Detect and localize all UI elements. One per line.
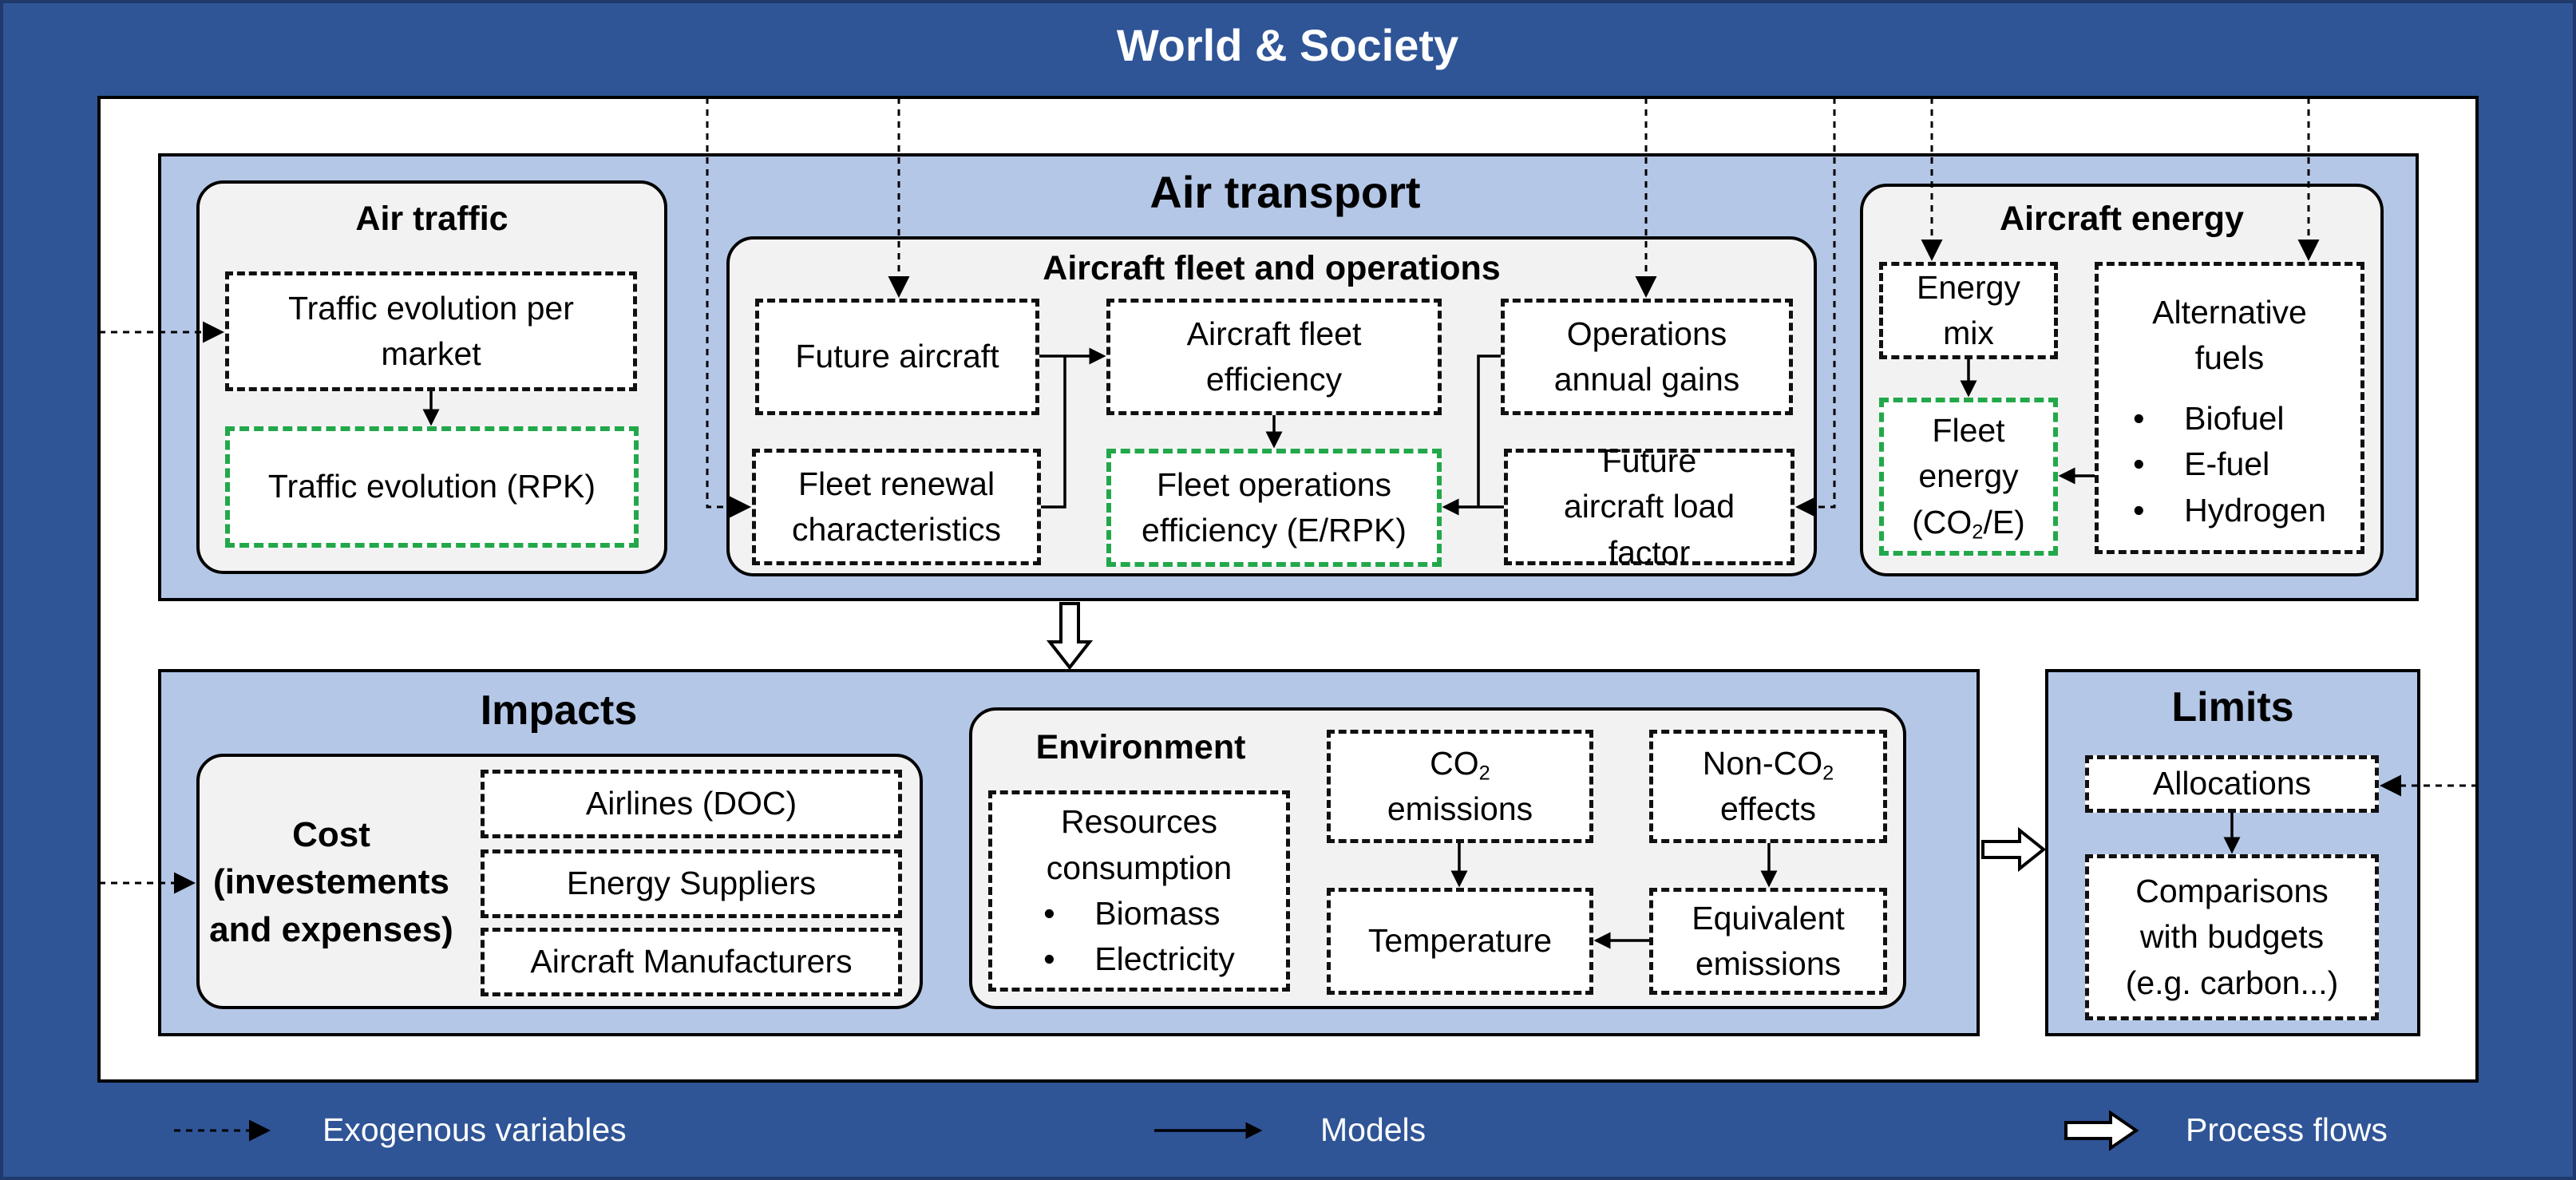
impacts-title: Impacts bbox=[480, 687, 638, 734]
aircraft-fleet-efficiency-box: Aircraft fleet efficiency bbox=[1106, 299, 1442, 415]
temperature-box: Temperature bbox=[1327, 888, 1593, 995]
comparisons-box: Comparisons with budgets (e.g. carbon...… bbox=[2085, 854, 2379, 1020]
traffic-evolution-rpk-label: Traffic evolution (RPK) bbox=[267, 468, 596, 505]
traffic-evolution-rpk-box: Traffic evolution (RPK) bbox=[225, 426, 639, 548]
air-transport-title: Air transport bbox=[1150, 167, 1421, 217]
aircraft-fleet-title: Aircraft fleet and operations bbox=[1043, 249, 1501, 287]
comparisons-label: Comparisons with budgets (e.g. carbon...… bbox=[2125, 872, 2339, 1001]
aircraft-manufacturers-label: Aircraft Manufacturers bbox=[530, 943, 853, 980]
fleet-energy-label-line2: energy bbox=[1918, 457, 2019, 495]
equivalent-emissions-label: Equivalent emissions bbox=[1692, 899, 1845, 982]
airlines-doc-box: Airlines (DOC) bbox=[481, 770, 902, 838]
process-arrow-down bbox=[1046, 602, 1094, 671]
traffic-evolution-per-market-label: Traffic evolution per market bbox=[288, 289, 574, 372]
fleet-renewal-label: Fleet renewal characteristics bbox=[791, 465, 1001, 548]
future-load-factor-box: Future aircraft load factor bbox=[1504, 442, 1794, 571]
energy-mix-box: Energy mix bbox=[1879, 262, 2058, 359]
co2-emissions-label: emissions bbox=[1387, 790, 1533, 827]
model-arrow-fleet-join bbox=[1039, 356, 1103, 509]
operations-annual-gains-label: Operations annual gains bbox=[1553, 315, 1740, 398]
world-society-title: World & Society bbox=[1116, 20, 1459, 70]
aircraft-fleet-efficiency-label: Aircraft fleet efficiency bbox=[1186, 315, 1362, 398]
fleet-operations-efficiency-box: Fleet operations efficiency (E/RPK) bbox=[1106, 449, 1442, 567]
resources-consumption-label: Resources consumption bbox=[1046, 803, 1233, 886]
resources-consumption-box: Resources consumption Biomass Electricit… bbox=[988, 790, 1290, 992]
fleet-renewal-box: Fleet renewal characteristics bbox=[752, 449, 1041, 565]
alternative-fuels-box: Alternative fuels Biofuel E-fuel Hydroge… bbox=[2095, 262, 2364, 554]
fleet-operations-efficiency-label: Fleet operations efficiency (E/RPK) bbox=[1142, 465, 1407, 548]
exo-arrow-load-factor bbox=[1795, 97, 1836, 518]
fuel-item: Hydrogen bbox=[2133, 488, 2326, 533]
fuel-item: E-fuel bbox=[2133, 442, 2326, 487]
legend-process-label: Process flows bbox=[2186, 1111, 2388, 1148]
allocations-label: Allocations bbox=[2152, 765, 2312, 802]
traffic-evolution-per-market-box: Traffic evolution per market bbox=[225, 271, 637, 391]
future-aircraft-box: Future aircraft bbox=[755, 299, 1039, 415]
resources-list: Biomass Electricity bbox=[1043, 891, 1234, 983]
air-traffic-title: Air traffic bbox=[355, 200, 508, 238]
model-arrow-ops-join bbox=[1445, 354, 1504, 507]
future-load-factor-label: Future aircraft load factor bbox=[1563, 442, 1735, 571]
process-arrow-right bbox=[1981, 826, 2047, 873]
resource-item: Electricity bbox=[1043, 936, 1234, 982]
equivalent-emissions-box: Equivalent emissions bbox=[1649, 888, 1887, 995]
legend-models-label: Models bbox=[1320, 1111, 1426, 1148]
fuel-item: Biofuel bbox=[2133, 396, 2326, 442]
fleet-energy-label-line1: Fleet bbox=[1932, 411, 2005, 449]
environment-title: Environment bbox=[1035, 728, 1246, 766]
energy-suppliers-label: Energy Suppliers bbox=[566, 865, 817, 902]
alternative-fuels-list: Biofuel E-fuel Hydrogen bbox=[2133, 396, 2326, 533]
aircraft-manufacturers-box: Aircraft Manufacturers bbox=[481, 928, 902, 996]
fleet-energy-box: Fleet energy (CO2/E) bbox=[1879, 398, 2058, 556]
allocations-box: Allocations bbox=[2085, 755, 2379, 813]
airlines-doc-label: Airlines (DOC) bbox=[585, 785, 797, 822]
energy-mix-label: Energy mix bbox=[1917, 268, 2020, 351]
legend-exogenous-label: Exogenous variables bbox=[322, 1111, 627, 1148]
non-co2-effects-box: Non-CO2 effects bbox=[1649, 730, 1887, 843]
alternative-fuels-label: Alternative fuels bbox=[2152, 294, 2307, 377]
limits-title: Limits bbox=[2171, 684, 2294, 731]
legend-process-arrow bbox=[2064, 1110, 2139, 1151]
co2-label: CO2 bbox=[1430, 744, 1490, 784]
energy-suppliers-box: Energy Suppliers bbox=[481, 849, 902, 918]
fleet-energy-co2-label: (CO2/E) bbox=[1912, 503, 2025, 544]
operations-annual-gains-box: Operations annual gains bbox=[1501, 299, 1793, 415]
resource-item: Biomass bbox=[1043, 891, 1234, 936]
co2-emissions-box: CO2 emissions bbox=[1327, 730, 1593, 843]
aircraft-energy-title: Aircraft energy bbox=[2000, 200, 2244, 238]
non-co2-effects-label: effects bbox=[1719, 790, 1817, 827]
exo-arrow-fleet-renewal bbox=[706, 97, 751, 518]
future-aircraft-label: Future aircraft bbox=[795, 338, 999, 375]
cost-title: Cost (investements and expenses) bbox=[209, 814, 453, 949]
temperature-label: Temperature bbox=[1367, 922, 1553, 960]
non-co2-label: Non-CO2 bbox=[1702, 744, 1834, 784]
